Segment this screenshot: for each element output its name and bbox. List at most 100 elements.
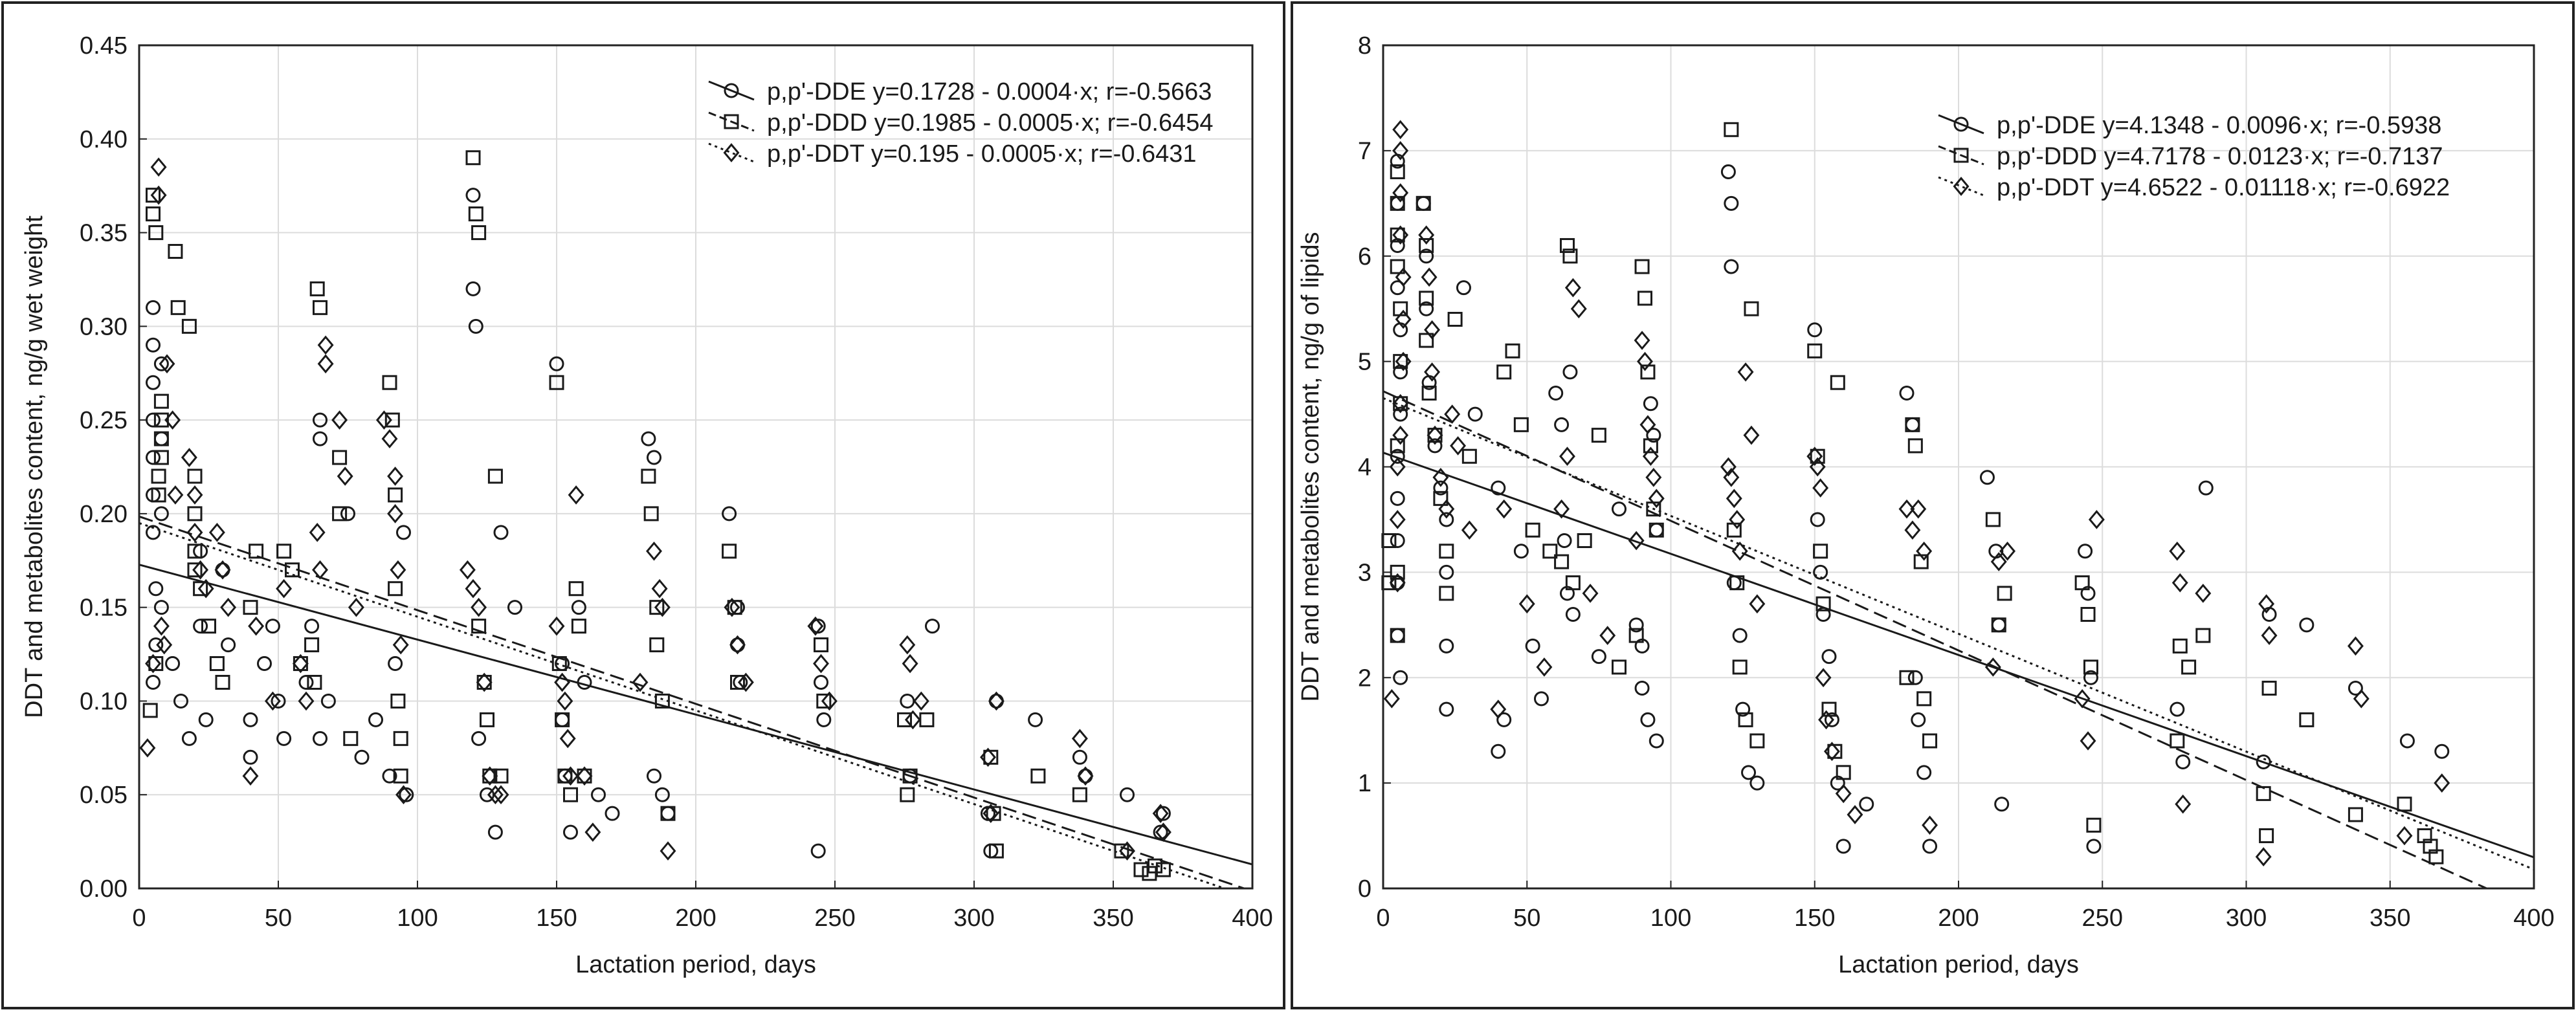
y-tick-label-right: 2 bbox=[1358, 665, 1371, 692]
data-point-diamond bbox=[1720, 457, 1737, 477]
data-point-circle bbox=[2348, 681, 2363, 696]
x-tick-label-left: 200 bbox=[675, 905, 716, 932]
data-point-diamond bbox=[651, 578, 668, 599]
data-point-square bbox=[1542, 544, 1558, 559]
data-point-circle bbox=[1899, 385, 1915, 401]
data-point-diamond bbox=[724, 597, 740, 617]
y-tick-label-left: 0.15 bbox=[80, 595, 128, 622]
data-point-square bbox=[2083, 659, 2098, 675]
series-square-right bbox=[1381, 122, 2444, 864]
data-point-circle bbox=[1533, 691, 1549, 707]
x-tick-label-right: 200 bbox=[1938, 905, 1979, 932]
data-point-square bbox=[643, 506, 659, 522]
data-point-square bbox=[1643, 438, 1658, 454]
data-point-circle bbox=[605, 806, 620, 821]
data-point-square bbox=[1416, 195, 1431, 211]
data-point-diamond bbox=[387, 467, 404, 486]
data-point-circle bbox=[571, 600, 586, 615]
data-point-circle bbox=[1724, 259, 1739, 274]
data-point-diamond bbox=[153, 616, 170, 636]
x-tick-label-right: 50 bbox=[1513, 905, 1540, 932]
data-point-square bbox=[660, 806, 676, 821]
data-point-square bbox=[209, 656, 225, 672]
data-point-square bbox=[1634, 259, 1650, 274]
data-point-circle bbox=[641, 431, 656, 446]
data-point-square bbox=[1072, 787, 1087, 802]
data-point-circle bbox=[1824, 712, 1839, 727]
data-point-square bbox=[187, 468, 203, 484]
data-point-diamond bbox=[1648, 489, 1665, 509]
data-point-circle bbox=[1419, 301, 1434, 316]
data-point-diamond bbox=[1916, 541, 1933, 561]
legend-line-circle-left bbox=[708, 80, 755, 101]
data-point-diamond bbox=[1389, 510, 1406, 529]
data-point-diamond bbox=[150, 157, 167, 177]
legend-entry-square-left: p,p'-DDD y=0.1985 - 0.0005·x; r=-0.6454 bbox=[767, 109, 1214, 137]
legend-marker-diamond-left bbox=[723, 143, 740, 162]
data-point-circle bbox=[257, 656, 272, 672]
data-point-circle bbox=[304, 619, 320, 634]
plot-frame-right bbox=[1382, 44, 2535, 890]
data-point-circle bbox=[265, 619, 280, 634]
data-point-circle bbox=[1028, 712, 1043, 727]
data-point-diamond bbox=[1392, 425, 1409, 445]
data-point-square bbox=[2181, 659, 2197, 675]
data-point-circle bbox=[313, 412, 328, 428]
data-point-circle bbox=[465, 188, 481, 203]
data-point-diamond bbox=[390, 560, 406, 580]
data-point-diamond bbox=[1835, 784, 1852, 804]
data-point-diamond bbox=[1731, 541, 1748, 561]
data-point-circle bbox=[1439, 564, 1454, 580]
data-point-circle bbox=[148, 581, 164, 597]
data-point-diamond bbox=[482, 766, 498, 786]
data-point-circle bbox=[276, 731, 292, 746]
data-point-diamond bbox=[913, 691, 929, 711]
y-axis-label-right: DDT and metabolites content, ng/g of lip… bbox=[1297, 232, 1324, 702]
data-point-square bbox=[722, 544, 737, 559]
x-tick-label-right: 150 bbox=[1794, 905, 1835, 932]
data-point-circle bbox=[1907, 670, 1923, 685]
chart-svg-right: 0 50 100 150 200 250 300 350 400 0 1 2 3 4 5 6 7 8 Lactati… bbox=[1291, 1, 2575, 1009]
data-point-diamond bbox=[220, 597, 237, 617]
data-point-circle bbox=[1979, 470, 1995, 485]
data-point-diamond bbox=[1461, 520, 1478, 540]
data-point-diamond bbox=[197, 578, 214, 599]
data-point-diamond bbox=[1922, 815, 1938, 835]
data-point-diamond bbox=[1570, 299, 1587, 319]
data-point-square bbox=[146, 206, 161, 222]
data-point-square bbox=[153, 393, 169, 409]
data-point-square bbox=[1565, 575, 1581, 591]
data-point-square bbox=[243, 600, 258, 615]
data-point-square bbox=[1554, 554, 1570, 569]
data-point-diamond bbox=[242, 766, 259, 786]
data-point-circle bbox=[1749, 775, 1765, 791]
data-point-circle bbox=[1557, 533, 1572, 549]
data-point-diamond bbox=[2396, 826, 2413, 846]
data-point-diamond bbox=[1806, 446, 1823, 467]
data-point-square bbox=[641, 468, 656, 484]
data-point-circle bbox=[1439, 638, 1454, 654]
data-point-circle bbox=[1810, 512, 1825, 527]
data-point-square bbox=[730, 674, 745, 690]
legend-line-circle-right bbox=[1938, 114, 1984, 135]
x-axis-label-left: Lactation period, days bbox=[575, 951, 816, 978]
data-point-circle bbox=[146, 674, 161, 690]
data-point-diamond bbox=[1999, 541, 2016, 561]
data-point-square bbox=[1559, 237, 1575, 253]
data-point-diamond bbox=[1823, 742, 1840, 762]
data-point-diamond bbox=[1749, 594, 1766, 614]
data-point-circle bbox=[1419, 248, 1434, 264]
legend-marker-square-right bbox=[1953, 148, 1969, 163]
y-tick-label-left: 0.05 bbox=[80, 782, 128, 809]
data-point-circle bbox=[298, 674, 314, 690]
y-tick-label-right: 3 bbox=[1358, 559, 1371, 586]
data-point-square bbox=[1907, 438, 1923, 454]
data-point-square bbox=[1827, 743, 1843, 759]
data-point-diamond bbox=[1898, 499, 1915, 519]
data-point-diamond bbox=[2347, 636, 2364, 656]
data-point-diamond bbox=[2080, 731, 2096, 751]
data-point-diamond bbox=[298, 691, 315, 711]
data-point-circle bbox=[1649, 733, 1664, 749]
data-point-square bbox=[568, 581, 584, 597]
data-point-square bbox=[1421, 385, 1437, 401]
